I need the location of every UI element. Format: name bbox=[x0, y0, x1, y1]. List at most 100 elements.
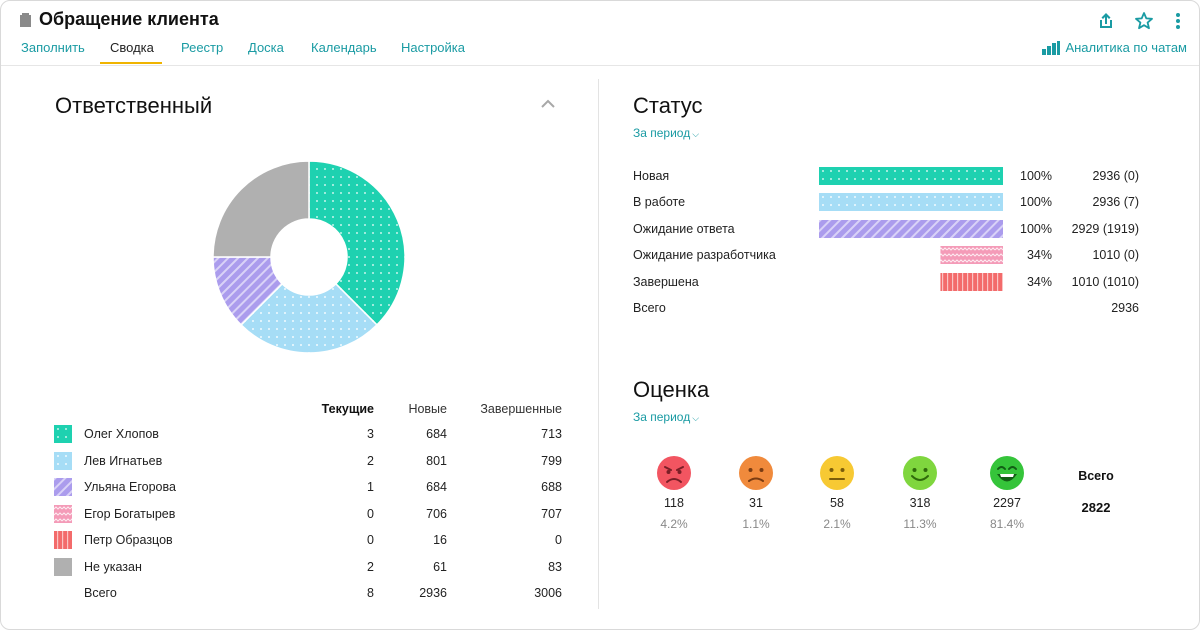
share-icon[interactable] bbox=[1096, 11, 1116, 31]
status-count: 2929 (1919) bbox=[1071, 222, 1139, 236]
status-bar bbox=[940, 246, 1003, 264]
table-total-row: Всего 8 2936 3006 bbox=[1, 584, 601, 610]
tab-fill[interactable]: Заполнить bbox=[21, 40, 85, 55]
row-done: 713 bbox=[541, 427, 562, 441]
tab-summary[interactable]: Сводка bbox=[110, 40, 154, 55]
table-row: Лев Игнатьев 2 801 799 bbox=[1, 452, 601, 478]
status-period-dropdown[interactable]: За период ⌵ bbox=[633, 126, 699, 140]
row-new: 684 bbox=[426, 480, 447, 494]
row-done: 0 bbox=[555, 533, 562, 547]
status-count: 1010 (1010) bbox=[1071, 275, 1139, 289]
rating-percent: 81.4% bbox=[989, 517, 1025, 531]
status-bar bbox=[940, 273, 1003, 291]
column-divider bbox=[598, 79, 599, 609]
tab-registry[interactable]: Реестр bbox=[181, 40, 224, 55]
chat-analytics-link[interactable]: Аналитика по чатам bbox=[1042, 40, 1187, 55]
status-percent: 100% bbox=[1020, 222, 1052, 236]
rating-total: 2822 bbox=[1081, 500, 1111, 515]
status-row: В работе 100% 2936 (7) bbox=[633, 193, 1153, 213]
angry-face-icon[interactable] bbox=[656, 455, 692, 491]
row-current: 0 bbox=[367, 507, 374, 521]
status-bar bbox=[819, 167, 1003, 185]
row-current: 2 bbox=[367, 454, 374, 468]
legend-swatch bbox=[54, 425, 72, 443]
laugh-face-icon[interactable] bbox=[989, 455, 1025, 491]
status-percent: 34% bbox=[1026, 248, 1052, 262]
rating-percent: 11.3% bbox=[903, 517, 937, 531]
more-vert-icon[interactable] bbox=[1168, 11, 1188, 31]
bar-chart-icon bbox=[1042, 41, 1061, 55]
status-total-count: 2936 bbox=[1111, 301, 1139, 315]
row-new: 801 bbox=[426, 454, 447, 468]
total-new: 2936 bbox=[419, 586, 447, 600]
status-count: 1010 (0) bbox=[1092, 248, 1139, 262]
status-title: Статус bbox=[633, 93, 703, 118]
total-done: 3006 bbox=[534, 586, 562, 600]
row-done: 83 bbox=[548, 560, 562, 574]
legend-swatch bbox=[54, 452, 72, 470]
col-done-header: Завершенные bbox=[480, 402, 562, 416]
status-row: Завершена 34% 1010 (1010) bbox=[633, 273, 1153, 293]
tab-settings[interactable]: Настройка bbox=[401, 40, 465, 55]
rating-title: Оценка bbox=[633, 377, 710, 402]
status-percent: 34% bbox=[1026, 275, 1052, 289]
chevron-down-icon: ⌵ bbox=[692, 129, 700, 139]
total-current: 8 bbox=[367, 586, 374, 600]
table-row: Не указан 2 61 83 bbox=[1, 558, 601, 584]
row-name: Олег Хлопов bbox=[84, 427, 159, 441]
chevron-up-icon[interactable] bbox=[540, 97, 556, 109]
table-row: Ульяна Егорова 1 684 688 bbox=[1, 478, 601, 504]
row-name: Не указан bbox=[84, 560, 142, 574]
rating-period-dropdown[interactable]: За период ⌵ bbox=[633, 410, 699, 424]
legend-swatch bbox=[54, 531, 72, 549]
status-bar bbox=[819, 220, 1003, 238]
page-title: Обращение клиента bbox=[39, 9, 219, 29]
rating-percent: 2.1% bbox=[823, 517, 851, 531]
row-new: 706 bbox=[426, 507, 447, 521]
document-icon bbox=[20, 13, 31, 27]
rating-count: 2297 bbox=[993, 496, 1021, 510]
neutral-face-icon[interactable] bbox=[819, 455, 855, 491]
rating-count: 58 bbox=[830, 496, 844, 510]
status-count: 2936 (0) bbox=[1092, 169, 1139, 183]
row-current: 2 bbox=[367, 560, 374, 574]
star-icon[interactable] bbox=[1134, 11, 1154, 31]
status-count: 2936 (7) bbox=[1092, 195, 1139, 209]
row-current: 1 bbox=[367, 480, 374, 494]
row-current: 0 bbox=[367, 533, 374, 547]
donut-slice-олег-хлопов bbox=[308, 160, 406, 326]
status-total-row: Всего 2936 bbox=[633, 299, 1153, 319]
row-current: 3 bbox=[367, 427, 374, 441]
sad-face-icon[interactable] bbox=[738, 455, 774, 491]
donut-slice-не-указан bbox=[212, 160, 310, 258]
rating-count: 31 bbox=[749, 496, 763, 510]
row-done: 688 bbox=[541, 480, 562, 494]
status-total-label: Всего bbox=[633, 301, 666, 315]
header: Обращение клиента Заполнить Сводка Реест… bbox=[1, 1, 1199, 66]
tab-calendar[interactable]: Календарь bbox=[311, 40, 377, 55]
status-row: Ожидание ответа 100% 2929 (1919) bbox=[633, 220, 1153, 240]
table-row: Петр Образцов 0 16 0 bbox=[1, 531, 601, 557]
table-row: Егор Богатырев 0 706 707 bbox=[1, 505, 601, 531]
rating-percent: 4.2% bbox=[660, 517, 688, 531]
tab-board[interactable]: Доска bbox=[248, 40, 284, 55]
donut-slice-лев-игнатьев bbox=[240, 282, 378, 354]
status-label: Завершена bbox=[633, 275, 699, 289]
row-done: 707 bbox=[541, 507, 562, 521]
status-label: Ожидание ответа bbox=[633, 222, 735, 236]
col-current-header: Текущие bbox=[321, 402, 374, 416]
status-label: Ожидание разработчика bbox=[633, 248, 776, 262]
row-name: Петр Образцов bbox=[84, 533, 173, 547]
responsible-title: Ответственный bbox=[55, 93, 213, 118]
status-bar bbox=[819, 193, 1003, 211]
chevron-down-icon: ⌵ bbox=[692, 413, 700, 423]
row-new: 684 bbox=[426, 427, 447, 441]
smile-face-icon[interactable] bbox=[902, 455, 938, 491]
chat-analytics-label: Аналитика по чатам bbox=[1065, 40, 1187, 55]
row-new: 61 bbox=[433, 560, 447, 574]
rating-count: 318 bbox=[909, 496, 931, 510]
status-period-label: За период bbox=[633, 126, 691, 140]
col-new-header: Новые bbox=[408, 402, 447, 416]
rating-period-label: За период bbox=[633, 410, 691, 424]
